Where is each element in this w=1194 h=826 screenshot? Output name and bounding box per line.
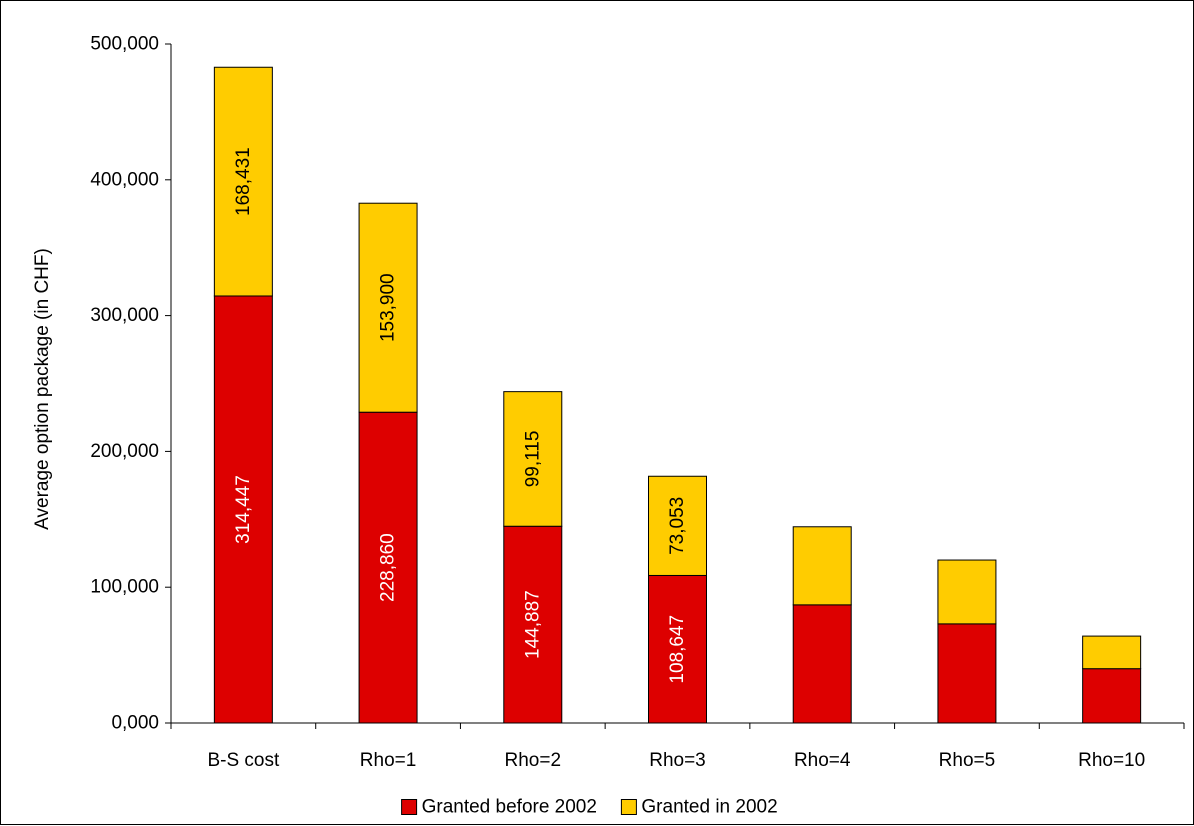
data-label-before-2002-1: 228,860 (378, 533, 399, 602)
bar-in-2002-0 (213, 66, 273, 297)
bar-before-2002-0 (213, 295, 273, 724)
bars-group (213, 66, 1142, 724)
x-tick-label-1: Rho=1 (360, 750, 417, 771)
y-tick-labels: 0,000 100,000 200,000 300,000 400,000 500,000 (90, 34, 159, 734)
x-tick-label-6: Rho=10 (1078, 750, 1145, 771)
y-axis-title: Average option package (in CHF) (32, 248, 53, 530)
y-tick-label-3: 300,000 (90, 305, 159, 326)
y-tick-label-1: 100,000 (90, 577, 159, 598)
x-tick-label-2: Rho=2 (505, 750, 562, 771)
bar-in-2002-6 (1082, 635, 1142, 670)
y-tick-label-2: 200,000 (90, 441, 159, 462)
data-label-in-2002-0: 168,431 (233, 147, 254, 216)
bar-in-2002-1 (358, 202, 418, 413)
bar-before-2002-2 (503, 525, 563, 724)
data-label-before-2002-2: 144,887 (522, 590, 543, 659)
x-tick-label-0: B-S cost (207, 750, 280, 771)
data-label-in-2002-2: 99,115 (522, 431, 543, 488)
x-tick-labels: B-S cost Rho=1 Rho=2 Rho=3 Rho=4 Rho=5 Rho=10 (207, 750, 1145, 771)
y-tick-label-4: 400,000 (90, 169, 159, 190)
legend-swatch-in-2002 (620, 799, 637, 815)
x-tick-label-5: Rho=5 (939, 750, 996, 771)
legend-label-before-2002: Granted before 2002 (422, 797, 597, 818)
bar-before-2002-5 (937, 623, 997, 724)
bar-before-2002-6 (1082, 668, 1142, 724)
y-tick-label-5: 500,000 (90, 34, 159, 55)
legend-label-in-2002: Granted in 2002 (641, 797, 777, 818)
y-tick-label-0: 0,000 (111, 713, 159, 734)
x-tick-label-4: Rho=4 (794, 750, 851, 771)
data-labels-group: 314,447 168,431 228,860 153,900 144,887 99,11… (233, 147, 688, 683)
axes-group (165, 43, 1185, 729)
data-label-before-2002-0: 314,447 (233, 475, 254, 544)
bar-before-2002-4 (792, 604, 852, 724)
data-label-in-2002-3: 73,053 (667, 497, 688, 555)
bar-in-2002-3 (648, 475, 707, 576)
bar-in-2002-4 (792, 526, 852, 606)
bar-in-2002-5 (937, 559, 997, 625)
data-label-before-2002-3: 108,647 (667, 615, 688, 684)
legend-swatch-before-2002 (401, 799, 418, 815)
legend: Granted before 2002 Granted in 2002 (401, 797, 778, 818)
x-tick-label-3: Rho=3 (649, 750, 706, 771)
bar-in-2002-2 (503, 391, 563, 527)
data-label-in-2002-1: 153,900 (378, 273, 399, 342)
